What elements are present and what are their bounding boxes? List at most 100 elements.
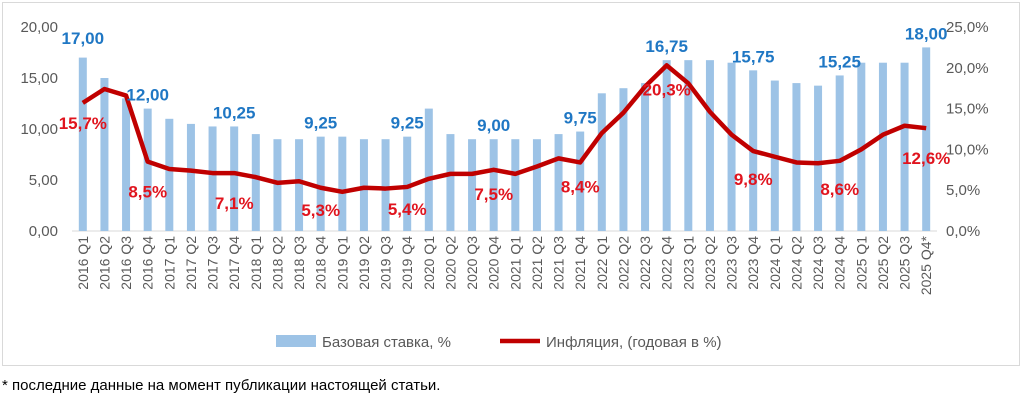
x-tick: 2024 Q2 bbox=[788, 236, 804, 290]
y-right-tick: 0,0% bbox=[946, 223, 980, 240]
x-tick: 2016 Q1 bbox=[75, 236, 91, 290]
bar-data-label: 9,75 bbox=[564, 109, 597, 128]
x-tick: 2017 Q3 bbox=[205, 236, 221, 290]
y-right-tick: 20,0% bbox=[946, 60, 989, 77]
inflation-data-label: 8,4% bbox=[561, 177, 600, 196]
inflation-data-label: 7,5% bbox=[474, 185, 513, 204]
bar bbox=[468, 139, 477, 231]
x-tick: 2021 Q3 bbox=[551, 236, 567, 290]
bar bbox=[186, 123, 195, 231]
y-left-tick: 20,00 bbox=[20, 19, 58, 36]
y-left-tick: 10,00 bbox=[20, 121, 58, 138]
bar bbox=[727, 62, 736, 232]
bar bbox=[446, 134, 455, 231]
bar bbox=[684, 60, 693, 232]
bar bbox=[251, 134, 260, 231]
combo-chart: 0,00 5,00 10,00 15,00 20,00 0,0% 5,0% 10,0% 15,0… bbox=[20, 19, 989, 351]
x-tick: 2025 Q1 bbox=[853, 236, 869, 290]
bar bbox=[338, 136, 347, 231]
bar bbox=[532, 139, 541, 231]
bar bbox=[295, 139, 304, 231]
x-tick: 2023 Q2 bbox=[702, 236, 718, 290]
x-tick: 2025 Q3 bbox=[897, 236, 913, 290]
bar bbox=[792, 83, 801, 231]
chart-frame bbox=[2, 2, 1020, 366]
bar bbox=[835, 75, 844, 231]
inflation-data-label: 7,1% bbox=[215, 194, 254, 213]
bar bbox=[641, 83, 650, 231]
bar bbox=[922, 47, 931, 232]
y-right-tick: 25,0% bbox=[946, 19, 989, 36]
bar bbox=[424, 108, 433, 231]
x-tick: 2024 Q4 bbox=[832, 236, 848, 290]
inflation-data-label: 8,5% bbox=[128, 183, 167, 202]
x-tick: 2020 Q2 bbox=[442, 236, 458, 290]
bar bbox=[143, 108, 152, 231]
inflation-data-label: 12,6% bbox=[902, 149, 950, 168]
inflation-data-label: 20,3% bbox=[643, 80, 691, 99]
bar bbox=[511, 139, 520, 231]
x-tick: 2020 Q1 bbox=[421, 236, 437, 290]
inflation-data-label: 5,4% bbox=[388, 200, 427, 219]
x-tick: 2018 Q3 bbox=[291, 236, 307, 290]
y-left-tick: 5,00 bbox=[29, 172, 58, 189]
x-tick: 2021 Q2 bbox=[529, 236, 545, 290]
bar-data-label: 9,00 bbox=[477, 116, 510, 135]
bar bbox=[662, 60, 671, 232]
bar-data-label: 18,00 bbox=[905, 24, 948, 43]
x-tick: 2022 Q2 bbox=[615, 236, 631, 290]
bar bbox=[705, 60, 714, 232]
bar-data-label: 9,25 bbox=[304, 114, 337, 133]
inflation-data-label: 9,8% bbox=[734, 170, 773, 189]
bar-data-label: 15,75 bbox=[732, 47, 775, 66]
x-tick: 2024 Q1 bbox=[767, 236, 783, 290]
bar bbox=[122, 98, 131, 232]
inflation-line bbox=[81, 63, 927, 195]
footnote: * последние данные на момент публикации … bbox=[2, 377, 441, 394]
bar bbox=[597, 93, 606, 231]
x-tick: 2022 Q3 bbox=[637, 236, 653, 290]
x-tick: 2019 Q2 bbox=[356, 236, 372, 290]
x-tick: 2019 Q3 bbox=[378, 236, 394, 290]
bar bbox=[78, 57, 87, 231]
legend-line-label: Инфляция, (годовая в %) bbox=[546, 334, 722, 351]
bar-data-label: 16,75 bbox=[645, 37, 688, 56]
bar-data-label: 17,00 bbox=[62, 29, 105, 48]
bar bbox=[489, 139, 498, 231]
x-tick: 2020 Q4 bbox=[486, 236, 502, 290]
x-tick: 2018 Q1 bbox=[248, 236, 264, 290]
x-tick: 2017 Q2 bbox=[183, 236, 199, 290]
x-tick: 2022 Q4 bbox=[659, 236, 675, 290]
bar bbox=[316, 136, 325, 231]
y-right-tick: 5,0% bbox=[946, 182, 980, 199]
legend-bar-label: Базовая ставка, % bbox=[322, 334, 451, 351]
x-tick: 2017 Q1 bbox=[161, 236, 177, 290]
bar-data-label: 10,25 bbox=[213, 103, 256, 122]
x-tick: 2023 Q1 bbox=[680, 236, 696, 290]
bar bbox=[403, 136, 412, 231]
legend-bar-swatch bbox=[276, 335, 316, 347]
bar bbox=[814, 85, 823, 232]
x-tick: 2021 Q1 bbox=[507, 236, 523, 290]
y-left-tick: 15,00 bbox=[20, 70, 58, 87]
bar bbox=[900, 62, 909, 232]
x-tick: 2019 Q1 bbox=[334, 236, 350, 290]
bar bbox=[165, 118, 174, 231]
x-tick: 2020 Q3 bbox=[464, 236, 480, 290]
inflation-data-label: 15,7% bbox=[59, 114, 107, 133]
y-right-tick: 10,0% bbox=[946, 141, 989, 158]
bar bbox=[230, 126, 239, 231]
bar-data-label: 9,25 bbox=[391, 114, 424, 133]
x-tick: 2019 Q4 bbox=[399, 236, 415, 290]
x-tick: 2018 Q4 bbox=[313, 236, 329, 290]
x-tick: 2018 Q2 bbox=[269, 236, 285, 290]
y-left-tick: 0,00 bbox=[29, 223, 58, 240]
x-tick: 2025 Q2 bbox=[875, 236, 891, 290]
x-tick: 2025 Q4* bbox=[918, 235, 934, 295]
bar bbox=[381, 139, 390, 231]
x-tick: 2023 Q4 bbox=[745, 236, 761, 290]
inflation-data-label: 5,3% bbox=[301, 201, 340, 220]
x-tick: 2016 Q3 bbox=[118, 236, 134, 290]
x-tick: 2024 Q3 bbox=[810, 236, 826, 290]
bar bbox=[576, 131, 585, 231]
